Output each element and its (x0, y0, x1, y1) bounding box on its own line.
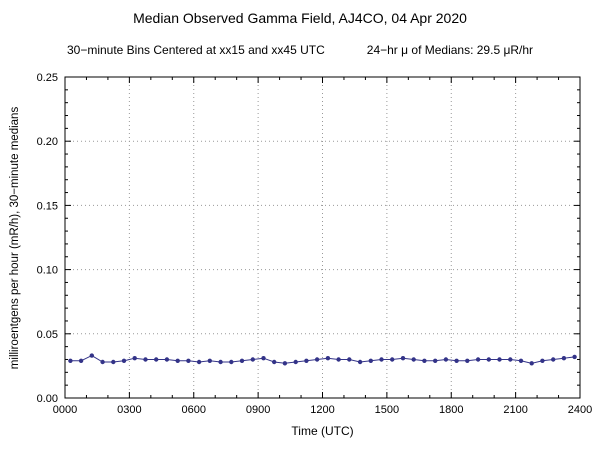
svg-text:2400: 2400 (568, 404, 592, 416)
svg-text:0.00: 0.00 (37, 393, 58, 405)
svg-text:0000: 0000 (53, 404, 77, 416)
subtitle-bins-text: 30−minute Bins Centered at xx15 and xx45… (66, 43, 325, 57)
subtitle-mean-text: 24−hr μ of Medians: 29.5 μR/hr (366, 43, 534, 57)
svg-text:0600: 0600 (182, 404, 206, 416)
chart-subtitle: 30−minute Bins Centered at xx15 and xx45… (0, 43, 600, 57)
svg-text:0900: 0900 (246, 404, 270, 416)
svg-text:1800: 1800 (439, 404, 463, 416)
svg-text:0300: 0300 (117, 404, 141, 416)
svg-text:1200: 1200 (310, 404, 334, 416)
svg-text:0.20: 0.20 (37, 136, 58, 148)
svg-text:0.15: 0.15 (37, 200, 58, 212)
svg-text:1500: 1500 (375, 404, 399, 416)
svg-text:0.05: 0.05 (37, 329, 58, 341)
x-axis-label: Time (UTC) (291, 424, 354, 438)
svg-text:2100: 2100 (503, 404, 527, 416)
svg-text:0.10: 0.10 (37, 265, 58, 277)
svg-text:0.25: 0.25 (37, 72, 58, 84)
chart-title: Median Observed Gamma Field, AJ4CO, 04 A… (133, 10, 467, 26)
